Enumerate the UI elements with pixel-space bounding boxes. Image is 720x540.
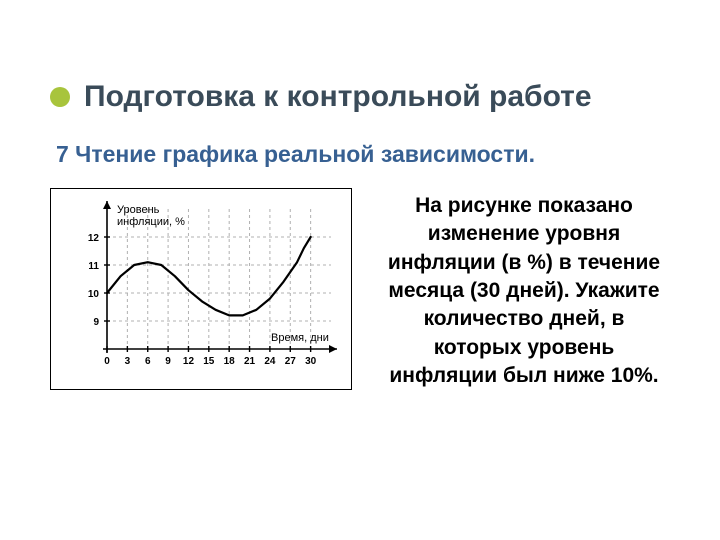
svg-text:9: 9 xyxy=(165,356,171,367)
svg-text:инфляции, %: инфляции, % xyxy=(117,216,185,228)
title-row: Подготовка к контрольной работе xyxy=(50,80,670,113)
slide: Подготовка к контрольной работе 7 Чтение… xyxy=(0,0,720,540)
svg-text:Время, дни: Время, дни xyxy=(271,332,329,344)
svg-text:12: 12 xyxy=(88,233,100,244)
svg-text:11: 11 xyxy=(88,261,99,272)
svg-text:3: 3 xyxy=(125,356,131,367)
svg-text:12: 12 xyxy=(183,356,195,367)
svg-text:0: 0 xyxy=(104,356,110,367)
page-title: Подготовка к контрольной работе xyxy=(84,80,592,113)
subtitle: 7 Чтение графика реальной зависимости. xyxy=(56,141,670,168)
svg-text:24: 24 xyxy=(264,356,276,367)
svg-text:18: 18 xyxy=(224,356,236,367)
content-row: 0 3 6 9 12 15 18 21 24 27 30 9 10 11 12 Уровеньинфляции… xyxy=(50,188,670,390)
svg-text:15: 15 xyxy=(203,356,215,367)
inflation-chart: 0 3 6 9 12 15 18 21 24 27 30 9 10 11 12 Уровеньинфляции… xyxy=(50,188,352,390)
svg-text:30: 30 xyxy=(305,356,317,367)
svg-text:Уровень: Уровень xyxy=(117,204,160,216)
bullet-icon xyxy=(50,87,70,107)
problem-text: На рисунке показано изменение уровня инф… xyxy=(378,188,670,390)
svg-text:27: 27 xyxy=(285,356,297,367)
svg-text:21: 21 xyxy=(244,356,256,367)
svg-text:10: 10 xyxy=(88,289,100,300)
svg-text:9: 9 xyxy=(93,317,99,328)
svg-text:6: 6 xyxy=(145,356,151,367)
